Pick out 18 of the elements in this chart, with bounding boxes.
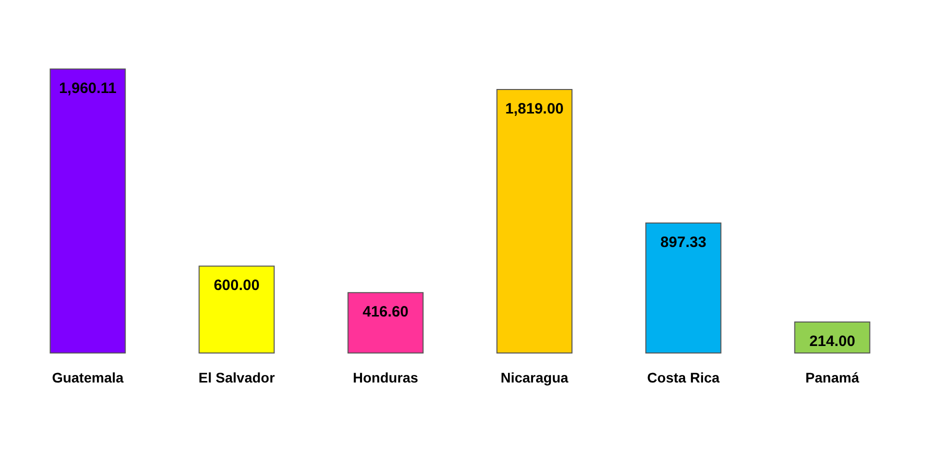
data-label: 1,819.00 xyxy=(505,100,564,118)
bar xyxy=(198,266,275,354)
bar xyxy=(645,222,722,354)
bar xyxy=(496,88,572,354)
x-tick-label: Honduras xyxy=(352,370,418,386)
data-label: 600.00 xyxy=(214,277,260,294)
x-tick-label: Costa Rica xyxy=(647,370,720,386)
data-label: 416.60 xyxy=(362,304,408,321)
x-tick-label: El Salvador xyxy=(198,370,276,386)
bar xyxy=(348,292,424,354)
bar xyxy=(794,321,870,354)
x-tick-label: Guatemala xyxy=(52,370,124,386)
data-label: 214.00 xyxy=(809,332,856,350)
bar xyxy=(50,68,126,354)
data-label: 1,960.11 xyxy=(58,80,117,97)
x-tick-label: Nicaragua xyxy=(500,370,569,386)
x-tick-label: Panamá xyxy=(805,370,860,386)
data-label: 897.33 xyxy=(660,234,706,251)
